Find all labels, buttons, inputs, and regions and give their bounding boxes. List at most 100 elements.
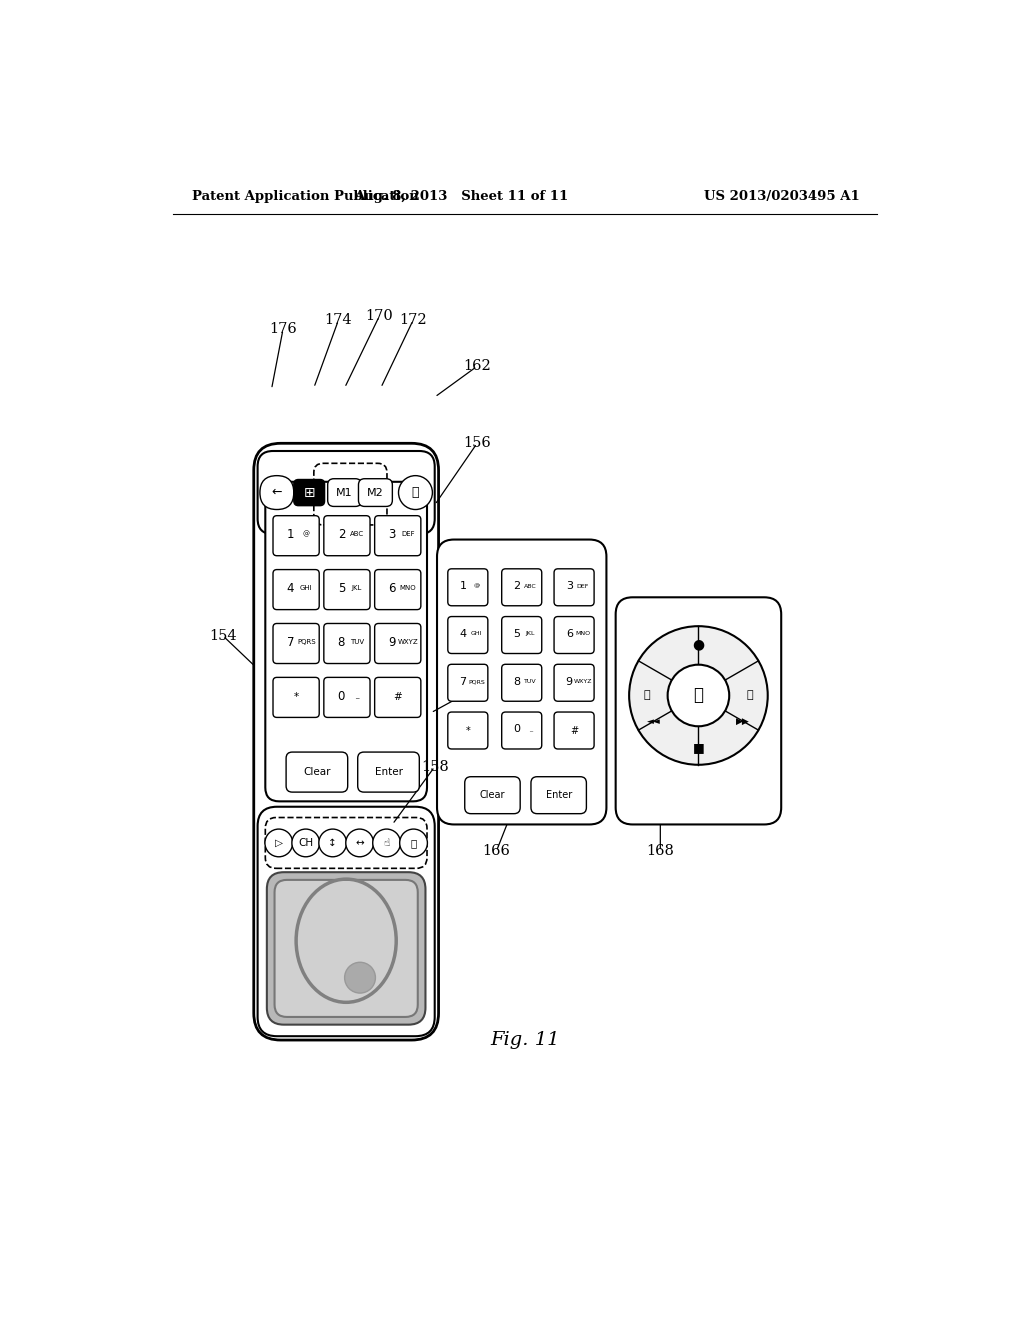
Text: 6: 6 bbox=[566, 628, 572, 639]
Circle shape bbox=[398, 475, 432, 510]
Text: JKL: JKL bbox=[525, 631, 536, 636]
FancyBboxPatch shape bbox=[554, 711, 594, 748]
FancyBboxPatch shape bbox=[324, 516, 370, 556]
Text: 1: 1 bbox=[460, 581, 467, 591]
FancyBboxPatch shape bbox=[531, 776, 587, 813]
Circle shape bbox=[265, 829, 293, 857]
Text: 158: 158 bbox=[421, 760, 449, 774]
Text: ☝: ☝ bbox=[383, 838, 390, 847]
Text: ⏻: ⏻ bbox=[412, 486, 419, 499]
Text: Aug. 8, 2013   Sheet 11 of 11: Aug. 8, 2013 Sheet 11 of 11 bbox=[354, 190, 568, 203]
FancyBboxPatch shape bbox=[615, 598, 781, 825]
Text: 9: 9 bbox=[388, 636, 396, 649]
Text: 7: 7 bbox=[287, 636, 294, 649]
Text: ↕: ↕ bbox=[329, 838, 337, 847]
FancyBboxPatch shape bbox=[437, 540, 606, 825]
Text: 4: 4 bbox=[287, 582, 294, 595]
FancyBboxPatch shape bbox=[267, 873, 425, 1024]
Text: JKL: JKL bbox=[352, 585, 362, 591]
FancyBboxPatch shape bbox=[328, 479, 361, 507]
Text: Enter: Enter bbox=[375, 767, 402, 777]
FancyBboxPatch shape bbox=[375, 516, 421, 556]
Circle shape bbox=[345, 962, 376, 993]
FancyBboxPatch shape bbox=[447, 711, 487, 748]
Text: ●: ● bbox=[692, 636, 705, 651]
Text: WXYZ: WXYZ bbox=[573, 680, 592, 684]
FancyBboxPatch shape bbox=[273, 677, 319, 718]
Text: 5: 5 bbox=[338, 582, 345, 595]
Circle shape bbox=[629, 626, 768, 764]
FancyBboxPatch shape bbox=[447, 616, 487, 653]
Text: CH: CH bbox=[298, 838, 313, 847]
Text: 1: 1 bbox=[287, 528, 294, 541]
Text: Clear: Clear bbox=[479, 791, 505, 800]
FancyBboxPatch shape bbox=[294, 479, 325, 506]
Text: ▶▶: ▶▶ bbox=[736, 717, 750, 726]
FancyBboxPatch shape bbox=[274, 880, 418, 1016]
Text: MNO: MNO bbox=[399, 585, 416, 591]
FancyBboxPatch shape bbox=[273, 516, 319, 556]
FancyBboxPatch shape bbox=[254, 444, 438, 1040]
Text: Fig. 11: Fig. 11 bbox=[490, 1031, 559, 1049]
Text: GHI: GHI bbox=[300, 585, 312, 591]
FancyBboxPatch shape bbox=[273, 623, 319, 664]
Text: M2: M2 bbox=[367, 487, 384, 498]
Text: M1: M1 bbox=[336, 487, 353, 498]
Text: 6: 6 bbox=[388, 582, 396, 595]
Text: 176: 176 bbox=[269, 322, 297, 337]
FancyBboxPatch shape bbox=[273, 570, 319, 610]
FancyBboxPatch shape bbox=[554, 569, 594, 606]
Text: PQRS: PQRS bbox=[468, 680, 485, 684]
Text: 3: 3 bbox=[388, 528, 396, 541]
Text: MNO: MNO bbox=[575, 631, 591, 636]
Text: ▷: ▷ bbox=[274, 838, 283, 847]
Text: ⏸: ⏸ bbox=[693, 686, 703, 705]
FancyBboxPatch shape bbox=[324, 623, 370, 664]
Text: 8: 8 bbox=[338, 636, 345, 649]
Text: @: @ bbox=[303, 531, 310, 537]
Circle shape bbox=[399, 829, 427, 857]
FancyBboxPatch shape bbox=[502, 569, 542, 606]
Text: US 2013/0203495 A1: US 2013/0203495 A1 bbox=[705, 190, 860, 203]
Text: 166: 166 bbox=[482, 845, 510, 858]
FancyBboxPatch shape bbox=[357, 752, 419, 792]
Text: *: * bbox=[466, 726, 470, 735]
Text: 162: 162 bbox=[463, 359, 490, 374]
Text: 156: 156 bbox=[463, 437, 490, 450]
Text: DEF: DEF bbox=[401, 532, 415, 537]
Text: *: * bbox=[294, 693, 299, 702]
Text: ←: ← bbox=[271, 486, 282, 499]
Text: _: _ bbox=[355, 693, 358, 700]
Text: ■: ■ bbox=[692, 741, 705, 754]
FancyBboxPatch shape bbox=[258, 451, 435, 535]
Text: @: @ bbox=[473, 583, 479, 589]
FancyBboxPatch shape bbox=[358, 479, 392, 507]
Text: ABC: ABC bbox=[350, 532, 365, 537]
Text: ⏮: ⏮ bbox=[643, 690, 650, 701]
Text: WXYZ: WXYZ bbox=[397, 639, 418, 645]
Text: 8: 8 bbox=[513, 677, 520, 686]
Text: ⓘ: ⓘ bbox=[411, 838, 417, 847]
Text: 0: 0 bbox=[338, 689, 345, 702]
Text: ◄◄: ◄◄ bbox=[647, 717, 660, 726]
Text: ⏭: ⏭ bbox=[746, 690, 754, 701]
Text: 170: 170 bbox=[366, 309, 393, 323]
Text: #: # bbox=[393, 693, 402, 702]
Text: 0: 0 bbox=[513, 725, 520, 734]
Text: 3: 3 bbox=[566, 581, 572, 591]
Text: DEF: DEF bbox=[577, 583, 589, 589]
Text: Enter: Enter bbox=[546, 791, 571, 800]
Text: 9: 9 bbox=[565, 677, 572, 686]
FancyBboxPatch shape bbox=[502, 711, 542, 748]
Circle shape bbox=[668, 665, 729, 726]
Text: 5: 5 bbox=[513, 628, 520, 639]
FancyBboxPatch shape bbox=[375, 677, 421, 718]
Text: 2: 2 bbox=[338, 528, 345, 541]
Text: 7: 7 bbox=[460, 677, 467, 686]
FancyBboxPatch shape bbox=[465, 776, 520, 813]
Text: ↔: ↔ bbox=[355, 838, 364, 847]
FancyBboxPatch shape bbox=[375, 570, 421, 610]
Text: _: _ bbox=[529, 727, 532, 731]
FancyBboxPatch shape bbox=[265, 482, 427, 801]
FancyBboxPatch shape bbox=[554, 616, 594, 653]
